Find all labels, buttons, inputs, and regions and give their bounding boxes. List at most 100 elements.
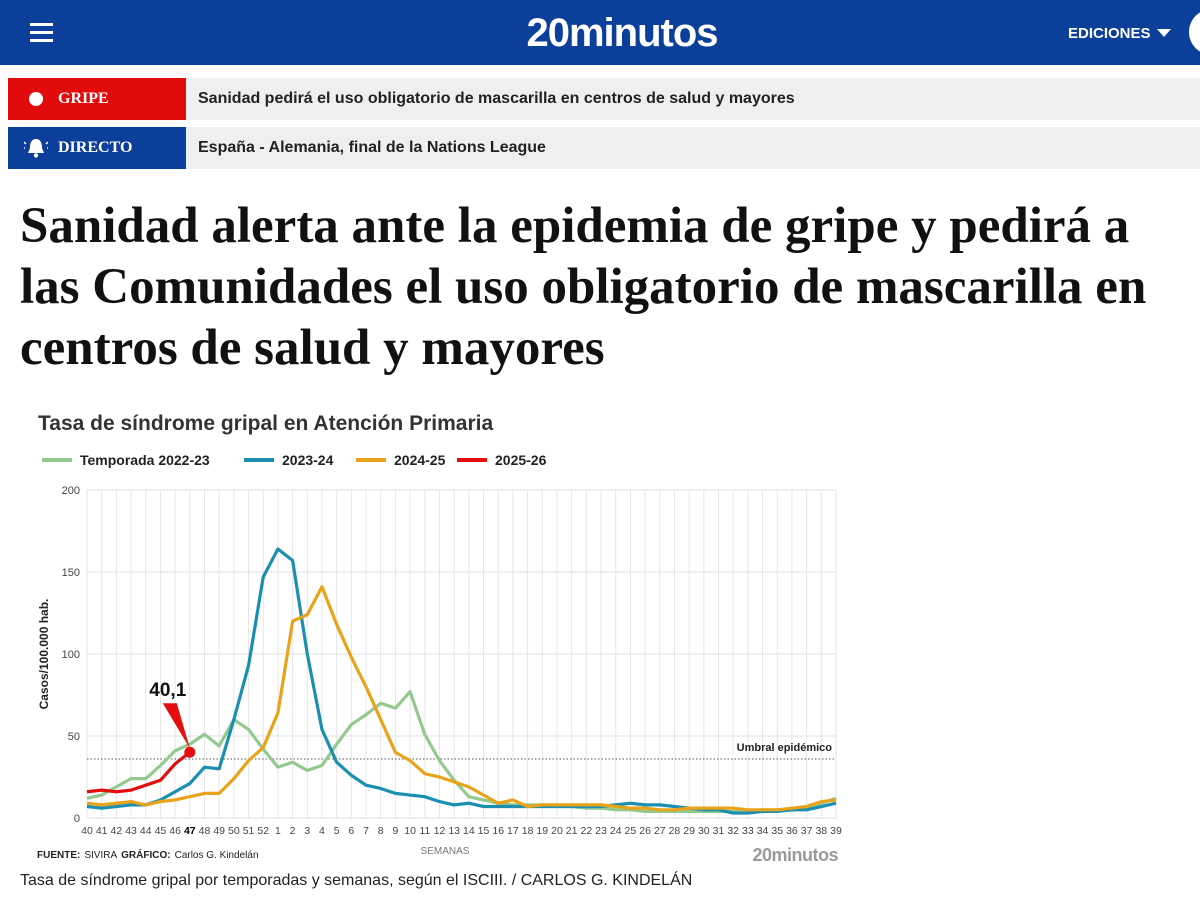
x-tick-label: 22 <box>580 825 592 837</box>
y-tick-label: 200 <box>62 485 80 497</box>
x-tick-label: 39 <box>830 825 842 837</box>
y-tick-label: 150 <box>62 567 80 579</box>
series-line <box>86 690 837 814</box>
source-part: FUENTE: <box>37 850 80 861</box>
x-tick-label: 10 <box>404 825 416 837</box>
legend-label: 2024-25 <box>394 452 446 468</box>
x-tick-label: 46 <box>169 825 181 837</box>
x-tick-label: 50 <box>228 825 240 837</box>
y-tick-label: 0 <box>74 813 80 825</box>
source-part: GRÁFICO: <box>121 848 170 861</box>
x-tick-label: 14 <box>463 825 475 837</box>
alert-label: DIRECTO <box>58 139 133 156</box>
y-tick-label: 100 <box>62 649 80 661</box>
chart-title: Tasa de síndrome gripal en Atención Prim… <box>38 412 493 435</box>
x-tick-label: 45 <box>155 825 167 837</box>
dropdown-arrow <box>1157 29 1171 37</box>
x-tick-label: 25 <box>625 825 637 837</box>
data-label: 40,1 <box>149 680 186 701</box>
x-tick-label: 43 <box>125 825 137 837</box>
x-tick-label: 27 <box>654 825 666 837</box>
threshold-label: Umbral epidémico <box>737 742 833 754</box>
logo[interactable]: 20minutos <box>526 11 718 55</box>
chart: Tasa de síndrome gripal en Atención Prim… <box>37 412 842 865</box>
x-tick-label: 19 <box>536 825 548 837</box>
x-tick-label: 49 <box>213 825 225 837</box>
x-tick-label: 47 <box>184 825 196 837</box>
menu-button[interactable] <box>30 23 53 42</box>
x-tick-label: 20 <box>551 825 563 837</box>
series-line <box>86 585 837 812</box>
x-tick-label: 33 <box>742 825 754 837</box>
x-tick-label: 11 <box>419 825 430 837</box>
x-tick-label: 8 <box>378 825 384 837</box>
x-tick-label: 16 <box>492 825 504 837</box>
x-tick-label: 40 <box>81 825 93 837</box>
series-line <box>86 547 837 815</box>
x-tick-label: 13 <box>448 825 460 837</box>
image-caption: Tasa de síndrome gripal por temporadas y… <box>20 872 693 889</box>
alert-tag: GRIPE <box>8 78 186 120</box>
x-tick-label: 6 <box>348 825 354 837</box>
x-tick-label: 4 <box>319 825 325 837</box>
alert-link[interactable]: Sanidad pedirá el uso obligatorio de mas… <box>198 90 795 107</box>
x-tick-label: 44 <box>140 825 152 837</box>
x-tick-label: 21 <box>566 825 578 837</box>
x-tick-label: 34 <box>757 825 769 837</box>
x-tick-label: 38 <box>815 825 827 837</box>
series-line <box>86 750 191 794</box>
alert-row[interactable] <box>8 127 1200 169</box>
x-tick-label: 12 <box>434 825 446 837</box>
x-tick-label: 42 <box>111 825 123 837</box>
x-tick-label: 1 <box>275 825 281 837</box>
x-tick-label: 18 <box>522 825 534 837</box>
x-tick-label: 51 <box>243 825 255 837</box>
x-tick-label: 17 <box>507 825 519 837</box>
chart-watermark: 20minutos <box>752 845 838 865</box>
source-part: Carlos G. Kindelán <box>175 850 259 861</box>
x-tick-label: 23 <box>595 825 607 837</box>
x-axis-label: SEMANAS <box>421 846 470 857</box>
x-tick-label: 9 <box>392 825 398 837</box>
legend-label: 2023-24 <box>282 452 334 468</box>
top-bar-graphics: 20minutos EDICIONES <box>30 9 1200 55</box>
menu-line <box>30 23 53 26</box>
x-tick-label: 26 <box>639 825 651 837</box>
legend-label: Temporada 2022-23 <box>80 452 210 468</box>
legend-label: 2025-26 <box>495 452 547 468</box>
x-tick-label: 35 <box>771 825 783 837</box>
y-axis-label: Casos/100.000 hab. <box>37 599 51 710</box>
x-tick-label: 3 <box>304 825 310 837</box>
x-tick-label: 36 <box>786 825 798 837</box>
x-tick-label: 5 <box>334 825 340 837</box>
alert-tag: DIRECTO <box>8 127 186 169</box>
x-tick-label: 28 <box>669 825 681 837</box>
x-tick-label: 29 <box>683 825 695 837</box>
x-tick-label: 31 <box>713 825 725 837</box>
alert-link[interactable]: España - Alemania, final de la Nations L… <box>198 139 546 156</box>
x-tick-label: 24 <box>610 825 622 837</box>
x-tick-label: 2 <box>290 825 296 837</box>
user-button[interactable] <box>1189 9 1200 55</box>
headline: Sanidad alerta ante la epidemia de gripe… <box>20 198 1147 376</box>
y-tick-label: 50 <box>68 731 80 743</box>
editions-menu[interactable]: EDICIONES <box>1068 25 1151 42</box>
source-part: SIVIRA <box>84 850 117 861</box>
x-tick-label: 48 <box>199 825 211 837</box>
x-tick-label: 32 <box>727 825 739 837</box>
x-tick-label: 37 <box>801 825 813 837</box>
alert-row[interactable] <box>8 78 1200 120</box>
data-point <box>184 746 196 758</box>
x-tick-label: 41 <box>96 825 108 837</box>
x-tick-label: 15 <box>478 825 490 837</box>
menu-line <box>30 39 53 42</box>
live-dot <box>29 92 43 106</box>
x-tick-label: 7 <box>363 825 369 837</box>
annotation-pointer <box>162 703 190 749</box>
bell-icon <box>24 139 48 158</box>
x-tick-label: 52 <box>257 825 269 837</box>
alert-label: GRIPE <box>58 90 109 107</box>
x-tick-label: 30 <box>698 825 710 837</box>
